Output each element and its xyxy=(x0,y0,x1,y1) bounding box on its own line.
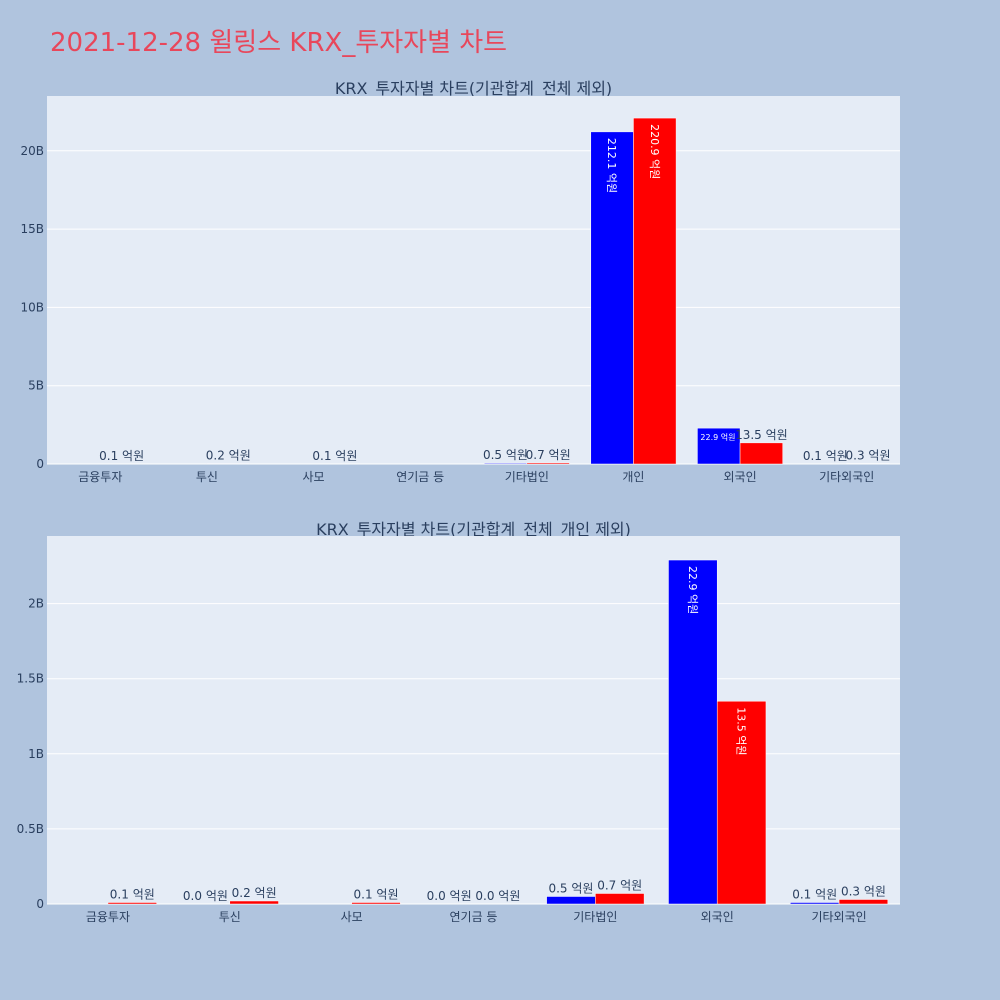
bar xyxy=(107,902,157,905)
data-label: 0.3 억원 xyxy=(841,884,886,898)
x-tick-label: 외국인 xyxy=(701,910,734,924)
data-label: 0.1 억원 xyxy=(792,887,837,901)
x-tick-label: 개인 xyxy=(622,470,644,484)
x-tick-label: 연기금 등 xyxy=(450,910,498,924)
data-label: 22.9 억원 xyxy=(686,566,699,614)
y-tick-label: 20B xyxy=(20,144,44,158)
bar xyxy=(668,559,718,905)
data-label: 0.1 억원 xyxy=(312,449,357,463)
data-label: 0.1 억원 xyxy=(803,449,848,463)
x-tick-label: 기타외국인 xyxy=(819,470,874,484)
data-label: 13.5 억원 xyxy=(735,707,748,755)
y-tick-label: 1.5B xyxy=(17,672,44,686)
bar xyxy=(716,700,767,905)
x-tick-label: 기타법인 xyxy=(505,470,549,484)
data-label: 0.7 억원 xyxy=(597,878,642,892)
y-tick-label: 0 xyxy=(36,457,44,471)
data-label: 0.7 억원 xyxy=(526,448,571,462)
bar xyxy=(526,462,570,465)
bar xyxy=(633,117,677,465)
y-tick-label: 15B xyxy=(20,222,44,236)
bar xyxy=(229,900,279,905)
data-label: 13.5 억원 xyxy=(735,428,788,442)
data-label: 212.1 억원 xyxy=(605,138,618,193)
x-tick-label: 사모 xyxy=(341,910,363,924)
x-tick-label: 투신 xyxy=(219,910,241,924)
data-label: 0.2 억원 xyxy=(232,886,277,900)
data-label: 0.0 억원 xyxy=(427,889,472,903)
x-tick-label: 외국인 xyxy=(724,470,757,484)
bar xyxy=(739,442,783,465)
data-label: 22.9 억원 xyxy=(700,432,735,442)
bar xyxy=(790,902,840,905)
x-tick-label: 투신 xyxy=(196,470,218,484)
bar xyxy=(838,899,889,905)
chart-investor-all: KRX_투자자별 차트(기관합계_전체 제외) 0 5B 10B 15B 20B 금융투자 0… xyxy=(20,79,900,484)
bar xyxy=(351,902,401,905)
y-tick-label: 1B xyxy=(28,747,44,761)
data-label: 0.2 억원 xyxy=(206,449,251,463)
y-tick-label: 0.5B xyxy=(17,822,44,836)
chart-title: KRX_투자자별 차트(기관합계_전체 제외) xyxy=(335,79,612,99)
data-label: 0.0 억원 xyxy=(475,889,520,903)
bar xyxy=(546,896,596,905)
y-tick-label: 2B xyxy=(28,597,44,611)
chart-title: KRX_투자자별 차트(기관합계_전체_개인 제외) xyxy=(316,520,631,540)
data-label: 0.5 억원 xyxy=(483,448,528,462)
y-tick-label: 5B xyxy=(28,379,44,393)
data-label: 0.1 억원 xyxy=(99,449,144,463)
x-tick-label: 기타외국인 xyxy=(811,910,866,924)
bar xyxy=(595,893,645,905)
x-tick-label: 기타법인 xyxy=(573,910,617,924)
plot-area xyxy=(47,536,900,904)
data-label: 0.1 억원 xyxy=(354,887,399,901)
y-tick-label: 0 xyxy=(36,897,44,911)
y-tick-label: 10B xyxy=(20,300,44,314)
x-tick-label: 연기금 등 xyxy=(396,470,444,484)
plot-area xyxy=(47,96,900,464)
x-tick-label: 금융투자 xyxy=(86,910,130,924)
x-tick-label: 금융투자 xyxy=(78,470,122,484)
data-label: 0.5 억원 xyxy=(548,881,593,895)
data-label: 0.3 억원 xyxy=(846,449,891,463)
x-tick-label: 사모 xyxy=(303,470,325,484)
data-label: 0.0 억원 xyxy=(183,889,228,903)
page-title: 2021-12-28 윌링스 KRX_투자자별 차트 xyxy=(50,28,508,58)
bar xyxy=(590,131,634,465)
data-label: 0.1 억원 xyxy=(110,887,155,901)
data-label: 220.9 억원 xyxy=(648,124,661,179)
